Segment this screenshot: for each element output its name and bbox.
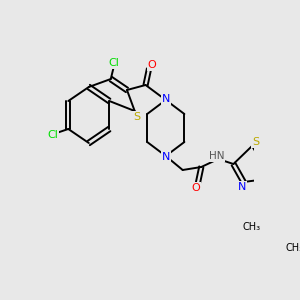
Text: O: O <box>192 183 201 193</box>
Text: S: S <box>252 137 259 147</box>
Text: N: N <box>162 152 170 162</box>
Text: Cl: Cl <box>48 130 58 140</box>
Text: HN: HN <box>209 151 224 161</box>
Text: CH₃: CH₃ <box>242 222 261 232</box>
Text: N: N <box>162 94 170 104</box>
Text: Cl: Cl <box>109 58 120 68</box>
Text: O: O <box>147 60 156 70</box>
Text: CH₃: CH₃ <box>285 243 300 253</box>
Text: N: N <box>238 182 246 192</box>
Text: S: S <box>133 112 140 122</box>
